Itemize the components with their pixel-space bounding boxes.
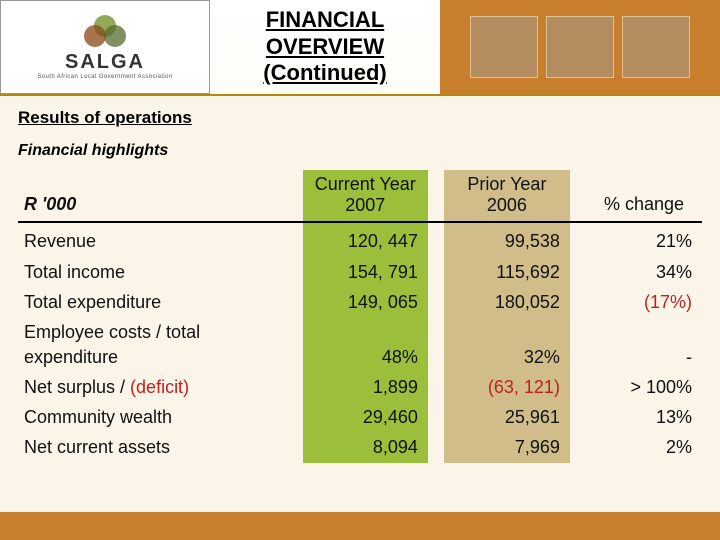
row-change: > 100% <box>586 372 702 402</box>
header: SALGA South African Local Government Ass… <box>0 0 720 96</box>
row-prior: 7,969 <box>444 432 570 462</box>
row-current: 8,094 <box>303 432 428 462</box>
financial-table: R '000 Current Year2007 Prior Year2006 %… <box>18 170 702 463</box>
row-current: 1,899 <box>303 372 428 402</box>
logo-subtitle: South African Local Government Associati… <box>37 74 172 80</box>
row-prior: 99,538 <box>444 226 570 256</box>
section-heading: Results of operations <box>18 108 702 128</box>
header-photo-3 <box>622 16 690 78</box>
row-change: (17%) <box>586 287 702 317</box>
table-row: Total income 154, 791 115,692 34% <box>18 257 702 287</box>
subsection-heading: Financial highlights <box>18 142 702 160</box>
title-line-3: (Continued) <box>263 60 386 85</box>
table-row: Net surplus / (deficit) 1,899 (63, 121) … <box>18 372 702 402</box>
row-current: 120, 447 <box>303 226 428 256</box>
col-header-current: Current Year2007 <box>303 170 428 222</box>
row-change: 2% <box>586 432 702 462</box>
logo-word: SALGA <box>65 51 145 74</box>
content: Results of operations Financial highligh… <box>0 96 720 463</box>
table-row: Total expenditure 149, 065 180,052 (17%) <box>18 287 702 317</box>
row-label: Net current assets <box>18 432 303 462</box>
page-title: FINANCIAL OVERVIEW (Continued) <box>263 7 386 86</box>
row-prior: 115,692 <box>444 257 570 287</box>
unit-label: R '000 <box>18 170 303 222</box>
col-header-change: % change <box>586 170 702 222</box>
header-stripe <box>440 0 720 94</box>
row-label: Employee costs / totalexpenditure <box>18 317 303 372</box>
row-label: Revenue <box>18 226 303 256</box>
row-label: Net surplus / (deficit) <box>18 372 303 402</box>
title-box: FINANCIAL OVERVIEW (Continued) <box>210 0 440 94</box>
row-label: Community wealth <box>18 402 303 432</box>
row-current: 149, 065 <box>303 287 428 317</box>
row-current: 48% <box>303 317 428 372</box>
row-change: 21% <box>586 226 702 256</box>
table-row: Revenue 120, 447 99,538 21% <box>18 226 702 256</box>
table-row: Net current assets 8,094 7,969 2% <box>18 432 702 462</box>
row-prior: 32% <box>444 317 570 372</box>
footer-bar <box>0 512 720 540</box>
row-label: Total expenditure <box>18 287 303 317</box>
table-row: Community wealth 29,460 25,961 13% <box>18 402 702 432</box>
row-prior: (63, 121) <box>444 372 570 402</box>
table-header-row: R '000 Current Year2007 Prior Year2006 %… <box>18 170 702 222</box>
logo-icon <box>84 15 126 47</box>
col-header-prior: Prior Year2006 <box>444 170 570 222</box>
row-change: 13% <box>586 402 702 432</box>
logo-box: SALGA South African Local Government Ass… <box>0 0 210 94</box>
row-current: 154, 791 <box>303 257 428 287</box>
row-label: Total income <box>18 257 303 287</box>
row-prior: 25,961 <box>444 402 570 432</box>
header-photo-1 <box>470 16 538 78</box>
title-line-1: FINANCIAL <box>266 7 385 32</box>
row-change: 34% <box>586 257 702 287</box>
title-line-2: OVERVIEW <box>266 34 384 59</box>
header-photo-2 <box>546 16 614 78</box>
table-row: Employee costs / totalexpenditure 48% 32… <box>18 317 702 372</box>
row-prior: 180,052 <box>444 287 570 317</box>
row-current: 29,460 <box>303 402 428 432</box>
row-change: - <box>586 317 702 372</box>
